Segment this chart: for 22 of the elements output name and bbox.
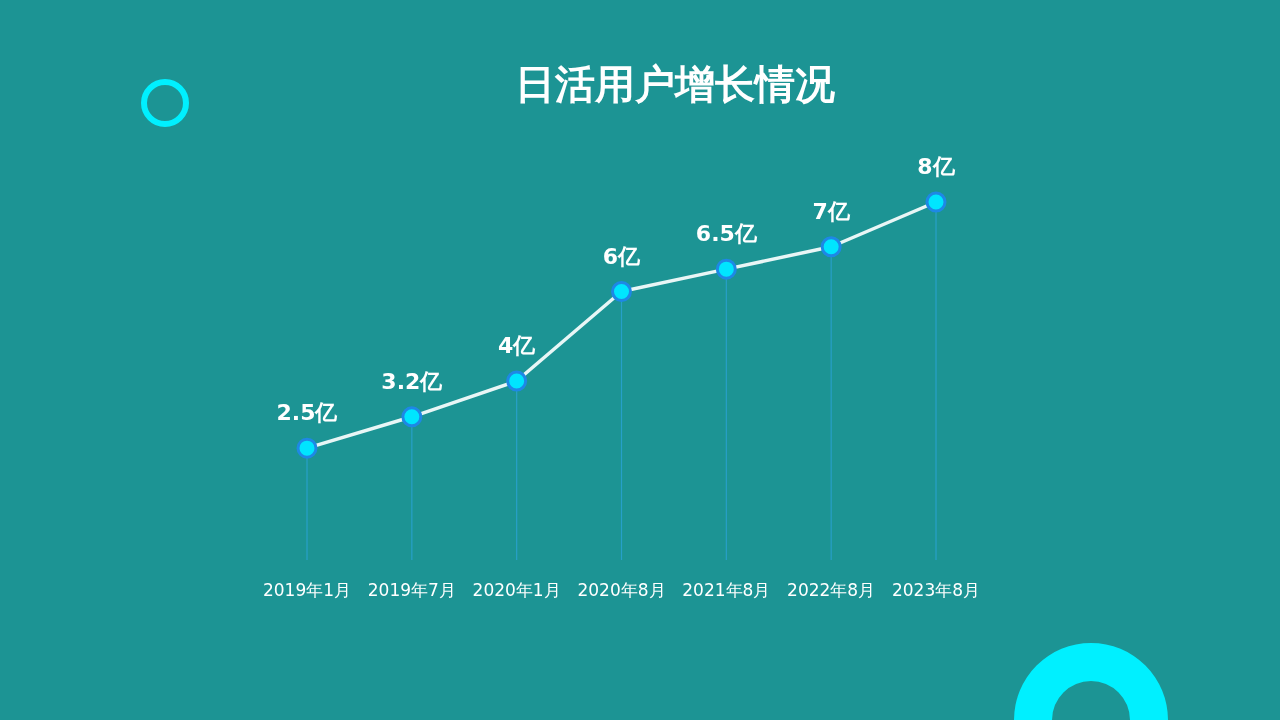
x-tick-label: 2023年8月 (891, 580, 981, 600)
x-tick-label: 2019年1月 (262, 580, 352, 600)
point (401, 406, 423, 428)
x-tick-label: 2020年8月 (577, 580, 666, 600)
point (296, 437, 318, 459)
data-label: 8亿 (917, 154, 956, 179)
point (506, 370, 528, 392)
data-label: 4亿 (498, 333, 537, 358)
chart-title: 日活用户增长情况 (515, 61, 835, 107)
x-tick-label: 2021年8月 (682, 580, 771, 600)
data-label: 6亿 (602, 243, 642, 269)
point (925, 191, 947, 213)
x-tick-label: 2020年1月 (472, 580, 561, 600)
point (715, 258, 737, 280)
data-label: 2.5亿 (276, 400, 339, 426)
x-tick-label: 2019年7月 (367, 580, 456, 600)
x-tick-label: 2022年8月 (787, 580, 876, 600)
data-label: 3.2亿 (381, 368, 444, 394)
data-label: 6.5亿 (695, 221, 758, 247)
point (611, 281, 632, 302)
point (820, 236, 842, 258)
data-label: 7亿 (812, 198, 851, 224)
